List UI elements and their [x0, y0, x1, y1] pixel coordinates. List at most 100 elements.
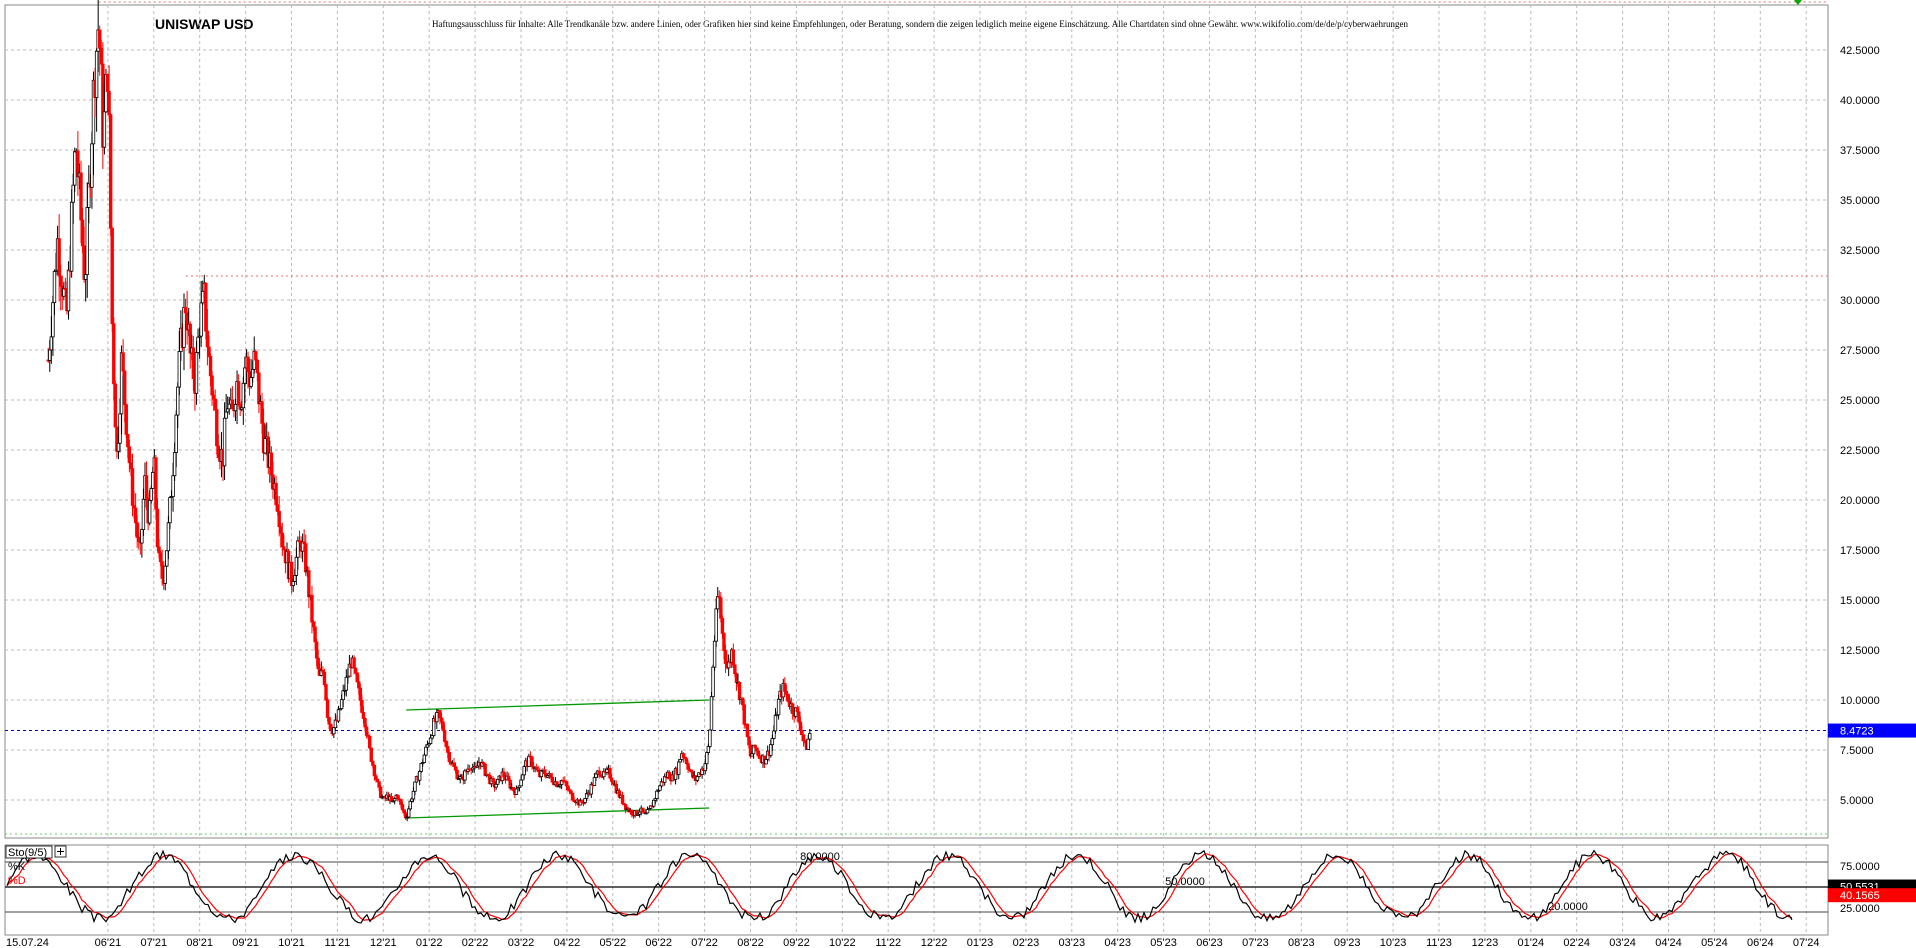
candle-body: [519, 779, 523, 787]
candle-body: [127, 446, 132, 464]
candle: [726, 654, 731, 677]
candle: [236, 374, 241, 407]
x-tick-label: 06'21: [95, 937, 122, 948]
candle-body: [438, 710, 442, 719]
stoch-level-label: 20.0000: [1548, 901, 1588, 913]
candle-body: [163, 565, 167, 584]
candle: [113, 380, 118, 428]
x-tick-label: 07'23: [1242, 937, 1269, 948]
candle-body: [213, 398, 217, 410]
channel-upper-line: [406, 699, 710, 711]
candle-body: [211, 394, 216, 400]
candle-body: [363, 718, 367, 728]
candle-body: [720, 617, 725, 634]
candle-body: [494, 783, 498, 788]
candle: [182, 293, 186, 371]
candle-body: [260, 401, 264, 424]
top-right-arrow-icon: [1794, 0, 1802, 5]
candle-body: [360, 700, 364, 713]
candle-body: [800, 730, 804, 736]
candle-body: [419, 762, 423, 772]
candle: [241, 376, 246, 425]
candle-body: [49, 336, 54, 351]
candle-body: [396, 794, 400, 800]
candle-body: [207, 346, 211, 357]
candle-body: [257, 372, 261, 405]
candle: [165, 550, 169, 567]
candle-body: [339, 699, 344, 710]
candle-body: [677, 761, 681, 775]
candle: [115, 425, 119, 459]
candle-body: [113, 383, 118, 428]
candle-body: [160, 561, 164, 579]
candle-body: [566, 785, 570, 791]
candle-body: [784, 690, 789, 695]
y-tick-label: 35.0000: [1840, 195, 1880, 207]
candle-body: [594, 773, 598, 779]
candle-body: [353, 667, 358, 674]
candle: [808, 728, 812, 741]
candle-body: [304, 543, 308, 573]
x-tick-label: 08'23: [1288, 937, 1315, 948]
candle: [297, 530, 302, 543]
candle-body: [733, 664, 737, 675]
candle-body: [241, 382, 246, 409]
candle-body: [294, 556, 299, 576]
candle-body: [428, 737, 433, 745]
candle-body: [455, 769, 459, 780]
candle-body: [225, 408, 230, 413]
price-panel-frame: [4, 4, 1829, 839]
candle: [333, 713, 338, 731]
stoch-d-line: [6, 852, 1793, 921]
candle-body: [121, 352, 125, 372]
stoch-label: Sto(9/5): [8, 847, 47, 859]
candle-body: [112, 323, 116, 385]
candle-body: [797, 711, 801, 723]
candle: [417, 769, 422, 786]
channel-lines: [5, 1, 1828, 835]
candle: [458, 774, 462, 784]
x-tick-label: 04'22: [554, 937, 581, 948]
candle-body: [171, 475, 175, 498]
current-price-label: 8.4723: [1840, 726, 1874, 738]
candle-body: [254, 351, 258, 361]
stoch-d-marker: [1828, 888, 1916, 903]
candle-body: [69, 201, 74, 272]
grid-lines: [4, 4, 1829, 935]
candle: [570, 792, 575, 801]
candle: [790, 702, 795, 720]
candle-body: [772, 730, 776, 739]
candle: [716, 587, 720, 613]
candle: [495, 778, 500, 785]
candle-body: [776, 698, 781, 716]
candle: [210, 370, 214, 406]
candle-body: [133, 507, 138, 524]
candle-body: [172, 452, 177, 477]
candle-body: [263, 438, 267, 454]
x-tick-label: 04'24: [1655, 937, 1682, 948]
candle-body: [83, 274, 88, 280]
candle-body: [441, 721, 445, 731]
candle-body: [201, 290, 205, 304]
candle-body: [140, 529, 144, 544]
stoch-panel-frame: [4, 844, 1829, 936]
candle-body: [126, 434, 130, 448]
candle-body: [336, 709, 341, 722]
y-tick-label: 7.5000: [1840, 745, 1874, 757]
candle-body: [408, 800, 412, 810]
axes: 42.5000 40.0000 37.5000 35.0000 32.5000 30.00…: [6, 0, 1916, 948]
candle-body: [183, 306, 188, 314]
candle-body: [491, 778, 495, 783]
candle-body: [279, 526, 283, 534]
candle-body: [742, 704, 746, 725]
candle: [188, 321, 192, 369]
candle-body: [597, 770, 601, 776]
x-tick-label: 10'23: [1380, 937, 1407, 948]
y-tick-label: 42.5000: [1840, 45, 1880, 57]
candle-body: [291, 580, 295, 586]
candle-body: [250, 368, 255, 378]
candle-body: [400, 804, 405, 811]
candle-body: [520, 774, 525, 781]
